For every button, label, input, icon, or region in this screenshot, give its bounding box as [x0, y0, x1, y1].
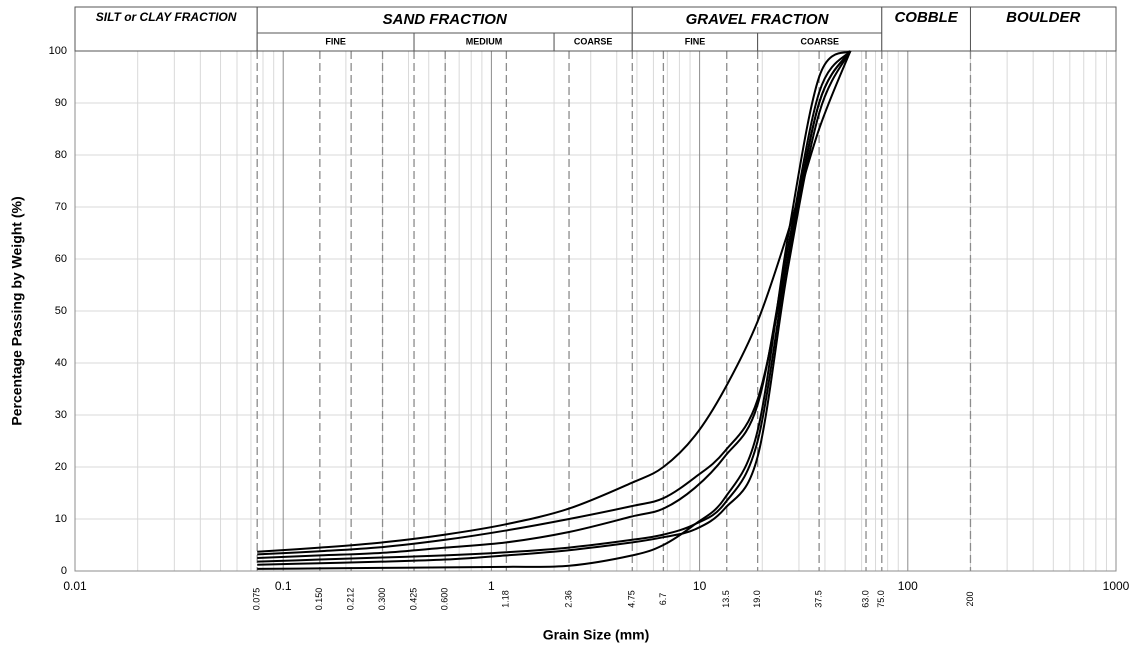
sieve-label: 2.36: [563, 590, 573, 608]
fraction-label: BOULDER: [1006, 9, 1080, 26]
fraction-part-label: FINE: [325, 36, 346, 46]
sieve-label: 0.150: [314, 588, 324, 611]
y-tick-label: 50: [55, 305, 67, 317]
y-tick-label: 40: [55, 357, 67, 369]
y-tick-label: 20: [55, 461, 67, 473]
sieve-label: 1.18: [501, 590, 511, 608]
grading-curve: [257, 50, 852, 559]
y-tick-label: 80: [55, 149, 67, 161]
x-tick-label: 0.01: [63, 579, 87, 593]
fraction-label: SILT or CLAY FRACTION: [96, 10, 237, 24]
fraction-part-label: FINE: [685, 36, 706, 46]
x-axis-label: Grain Size (mm): [543, 627, 650, 643]
fraction-label: GRAVEL FRACTION: [686, 11, 830, 28]
x-tick-label: 1: [488, 579, 495, 593]
sieve-label: 63.0: [860, 590, 870, 608]
fraction-part-label: MEDIUM: [466, 36, 503, 46]
sieve-label: 75.0: [876, 590, 886, 608]
sieve-label: 0.075: [252, 588, 262, 611]
sieve-label: 200: [965, 591, 975, 606]
x-tick-label: 0.1: [275, 579, 292, 593]
grading-curve: [257, 50, 852, 566]
y-tick-label: 10: [55, 513, 67, 525]
fraction-box: [74, 6, 258, 52]
fraction-label: COBBLE: [894, 9, 958, 26]
sieve-label: 0.212: [346, 588, 356, 611]
sieve-label: 6.7: [658, 593, 668, 606]
fraction-part-label: COARSE: [574, 36, 613, 46]
y-tick-label: 0: [61, 565, 67, 577]
x-tick-label: 100: [898, 579, 918, 593]
fraction-box: [969, 6, 1117, 52]
sieve-label: 13.5: [721, 590, 731, 608]
x-tick-label: 10: [693, 579, 707, 593]
fraction-part-label: COARSE: [800, 36, 839, 46]
sieve-label: 19.0: [752, 590, 762, 608]
fraction-label: SAND FRACTION: [383, 11, 508, 28]
y-tick-label: 90: [55, 97, 67, 109]
fraction-box: [881, 6, 971, 52]
sieve-label: 0.600: [440, 588, 450, 611]
sieve-label: 37.5: [813, 590, 823, 608]
y-tick-label: 30: [55, 409, 67, 421]
grading-curve: [257, 50, 852, 563]
sieve-label: 0.425: [408, 588, 418, 611]
sieve-label: 4.75: [627, 590, 637, 608]
y-tick-label: 100: [49, 45, 67, 57]
x-tick-label: 1000: [1103, 579, 1130, 593]
y-axis-label: Percentage Passing by Weight (%): [9, 196, 25, 425]
grading-curve: [257, 50, 852, 570]
sieve-label: 0.300: [377, 588, 387, 611]
y-tick-label: 60: [55, 253, 67, 265]
y-tick-label: 70: [55, 201, 67, 213]
